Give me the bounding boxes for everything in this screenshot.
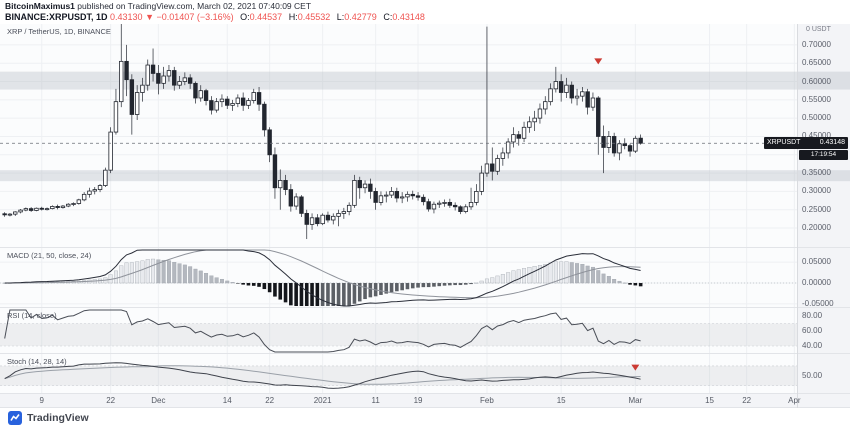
open-value: 0.44537: [249, 12, 283, 22]
tradingview-wordmark[interactable]: TradingView: [27, 412, 89, 424]
axis-tick-label: 0.70000: [802, 39, 831, 49]
time-tick-label: 15: [705, 396, 714, 405]
down-arrow-icon: ▼: [145, 12, 155, 22]
high-value: 0.45532: [297, 12, 331, 22]
axis-tick-label: 80.00: [802, 311, 823, 320]
axis-tick-label: 0.65000: [802, 58, 831, 68]
author-name: BitcoinMaximus1: [5, 1, 75, 11]
open-label: O:: [240, 12, 250, 22]
axis-tick-label: 0.60000: [802, 76, 831, 86]
red-triangle-marker: [631, 364, 640, 371]
legend-stoch[interactable]: Stoch (14, 28, 14): [7, 357, 67, 366]
time-tick-label: 9: [39, 396, 44, 405]
badge-value: 0.43148: [819, 139, 845, 147]
last-price: 0.43130: [110, 12, 143, 22]
last-price-badge: XRPUSDT 0.43148: [764, 137, 848, 150]
price-change: −0.01407 (−3.16%): [156, 12, 234, 22]
high-label: H:: [288, 12, 298, 22]
axis-tick-label: 0.55000: [802, 94, 831, 104]
published-text: published on TradingView.com, March 02, …: [74, 1, 312, 11]
time-tick-label: Apr: [788, 396, 801, 405]
axis-tick-label: 50.00: [802, 370, 823, 380]
axis-tick-label: 0.05000: [802, 257, 831, 267]
snapshot-header: BitcoinMaximus1 published on TradingView…: [0, 0, 850, 24]
tradingview-logo-icon[interactable]: [8, 411, 22, 425]
axis-tick-label: 0.25000: [802, 204, 831, 214]
time-tick-label: 22: [106, 396, 116, 405]
axis-unit-label: 0 USDT: [806, 26, 831, 33]
time-tick-label: 14: [222, 396, 232, 405]
symbol-line: BINANCE:XRPUSDT, 1D 0.43130 ▼ −0.01407 (…: [5, 12, 850, 23]
axis-tick-label: 0.00000: [802, 278, 831, 287]
badge-symbol: XRPUSDT: [767, 139, 801, 147]
time-tick-label: 19: [413, 396, 423, 405]
close-label: C:: [383, 12, 393, 22]
legend-rsi[interactable]: RSI (14, close): [7, 311, 57, 320]
time-tick-label: Feb: [480, 396, 494, 405]
bar-countdown: 17:19:54: [799, 150, 848, 161]
time-tick-label: 15: [556, 396, 566, 405]
footer-bar: TradingView: [0, 408, 850, 428]
axis-tick-label: 60.00: [802, 326, 823, 335]
low-label: L:: [336, 12, 345, 22]
red-triangle-marker: [594, 58, 603, 65]
axis-tick-label: 0.45000: [802, 131, 831, 141]
axis-tick-label: 0.30000: [802, 186, 831, 196]
legend-macd[interactable]: MACD (21, 50, close, 24): [7, 251, 92, 260]
axis-tick-label: 40.00: [802, 341, 823, 350]
low-value: 0.42779: [344, 12, 377, 22]
time-tick-label: Mar: [628, 396, 643, 405]
time-tick-label: 22: [265, 396, 275, 405]
axis-tick-label: 0.50000: [802, 113, 831, 123]
time-tick-label: Dec: [151, 396, 166, 405]
published-line: BitcoinMaximus1 published on TradingView…: [5, 1, 850, 12]
legend-main[interactable]: XRP / TetherUS, 1D, BINANCE: [7, 27, 111, 36]
axis-tick-label: -0.05000: [802, 298, 834, 308]
axis-tick-label: 0.35000: [802, 168, 831, 178]
candles: [2, 24, 643, 240]
time-tick-label: 11: [371, 396, 380, 405]
axis-tick-label: 0.20000: [802, 223, 831, 233]
time-tick-label: 22: [742, 396, 752, 405]
time-tick-label: 2021: [313, 396, 332, 405]
symbol-name: BINANCE:XRPUSDT, 1D: [5, 12, 108, 22]
close-value: 0.43148: [392, 12, 425, 22]
